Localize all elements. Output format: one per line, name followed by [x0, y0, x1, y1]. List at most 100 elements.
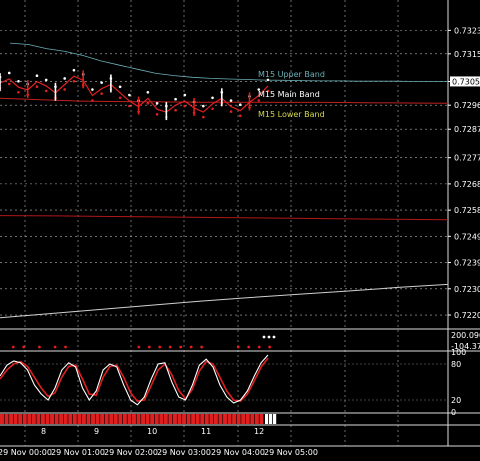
histogram-bar-red [22, 414, 27, 424]
histogram-bar-red [27, 414, 32, 424]
indicator-red-dot [189, 345, 193, 349]
histogram-bar-red [218, 414, 223, 424]
price-dot-upper [17, 79, 20, 83]
price-dot-lower [229, 110, 233, 113]
histogram-bar-red [250, 414, 255, 424]
histogram-bar-red [163, 414, 168, 424]
indicator-red-dot [53, 345, 57, 349]
histogram-bar-red [200, 414, 205, 424]
price-dot-lower [174, 108, 177, 112]
histogram-bar-red [127, 414, 132, 424]
price-dot-lower [7, 82, 11, 86]
price-dot-lower [35, 85, 39, 89]
time-label: 29 Nov 01:00 [51, 448, 105, 457]
stoch-tick-label: 0 [451, 408, 456, 417]
indicator-red-dot [179, 345, 183, 349]
price-dot-lower [257, 99, 261, 102]
indicator-red-dot [236, 345, 240, 349]
histogram-bar-red [195, 414, 200, 424]
hour-label: 12 [254, 427, 264, 436]
histogram-bar-red [86, 414, 91, 424]
histogram-bar-red [4, 414, 9, 424]
hour-label: 10 [147, 427, 157, 436]
price-tick-label: 0.72205 [454, 311, 480, 320]
red-band-line [0, 97, 449, 104]
price-dot-upper [63, 77, 66, 80]
indicator-red-dot [147, 345, 151, 349]
indicator-red-dot [247, 345, 251, 349]
stoch-main-line [0, 354, 269, 406]
stoch-signal-line [0, 357, 269, 403]
histogram-bar-red [45, 414, 50, 424]
stochastic-panel: 100 80 20 0 [0, 348, 466, 417]
histogram-bar-red [13, 414, 18, 424]
price-dot-upper [229, 99, 233, 102]
histogram-bar-red [236, 414, 241, 424]
histogram-bar-red [232, 414, 237, 424]
histogram-bar-red [40, 414, 45, 424]
histogram-bar-red [81, 414, 86, 424]
stoch-tick-label: 20 [451, 396, 461, 405]
histogram-bar-red [227, 414, 232, 424]
indicator-white-dot [267, 335, 271, 339]
price-dot-lower [91, 99, 94, 102]
indicator-red-dot [37, 345, 41, 349]
hour-label: 11 [201, 427, 211, 436]
price-dot-upper [35, 74, 39, 78]
price-dot-upper [257, 88, 261, 91]
price-dot-lower [266, 89, 270, 93]
histogram-bar-red [72, 414, 77, 424]
histogram-bar-red [59, 414, 64, 424]
histogram-bar-red [91, 414, 95, 424]
upper-band-line [9, 42, 448, 82]
histogram-bar-red [118, 414, 123, 424]
histogram-bar-red [182, 414, 187, 424]
histogram-bar-red [68, 414, 73, 424]
indicator-red-dot [22, 345, 26, 349]
histogram-bar-red [223, 414, 227, 424]
price-dot-upper [174, 97, 177, 101]
indicator-red-dot [137, 345, 141, 349]
histogram-bar-red [177, 414, 182, 424]
price-dot-upper [211, 96, 214, 100]
histogram-bar-red [172, 414, 177, 424]
price-tick-label: 0.73151 [454, 50, 480, 59]
indicator-red-dot [11, 345, 15, 349]
stoch-tick-label: 80 [451, 360, 461, 369]
time-label: 29 Nov 04:00 [211, 448, 265, 457]
histogram-bar-red [245, 414, 250, 424]
histogram-bar-red [9, 414, 14, 424]
price-dot-lower [118, 96, 122, 100]
price-tick-label: 0.72965 [454, 101, 480, 110]
histogram-panel [0, 414, 277, 424]
time-label: 29 Nov 05:00 [264, 448, 318, 457]
price-dot-lower [128, 104, 131, 108]
histogram-bar-red [113, 414, 118, 424]
histogram-bar-red [259, 414, 264, 424]
time-label: 29 Nov 02:00 [104, 448, 158, 457]
price-tick-label: 0.72585 [454, 206, 480, 215]
indicator-white-dot [262, 335, 266, 339]
histogram-bar-white [269, 414, 273, 424]
price-dot-lower [155, 113, 159, 116]
histogram-bar-red [141, 414, 146, 424]
histogram-bar-red [159, 414, 164, 424]
histogram-bar-red [122, 414, 127, 424]
price-dot-lower [202, 115, 205, 119]
price-dot-lower [238, 114, 242, 118]
price-dot-upper [155, 102, 159, 105]
histogram-bar-white [265, 414, 269, 424]
price-dot-lower [100, 92, 103, 95]
price-dot-upper [146, 90, 150, 94]
white-line [0, 283, 449, 319]
histogram-bar-red [150, 414, 155, 424]
price-dot-lower [72, 79, 76, 83]
price-dot-upper [44, 78, 48, 82]
price-dot-lower [211, 107, 214, 111]
histogram-bar-red [31, 414, 36, 424]
indicator-red-dot [64, 345, 67, 349]
price-dot-upper [7, 71, 11, 75]
indicator-red-dot [268, 345, 272, 349]
price-dot-lower [146, 101, 150, 105]
